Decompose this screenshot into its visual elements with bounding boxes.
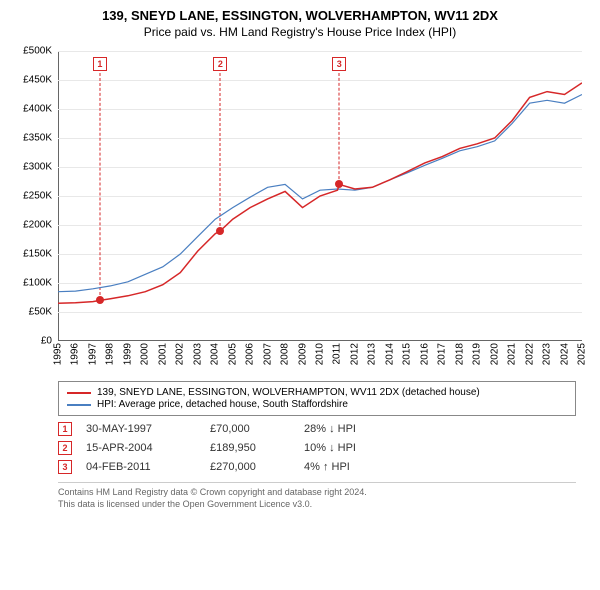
x-tick-label: 2015 — [402, 343, 413, 365]
event-price: £189,950 — [210, 442, 290, 454]
y-tick-label: £50K — [29, 307, 52, 318]
x-tick-label: 2023 — [542, 343, 553, 365]
y-tick-label: £150K — [23, 249, 52, 260]
event-price: £270,000 — [210, 461, 290, 473]
line-series-svg — [58, 51, 582, 341]
event-row: 2 15-APR-2004 £189,950 10% ↓ HPI — [58, 441, 576, 455]
marker-dot-1 — [96, 296, 104, 304]
x-tick-label: 2018 — [454, 343, 465, 365]
event-date: 04-FEB-2011 — [86, 461, 196, 473]
x-tick-label: 2020 — [489, 343, 500, 365]
event-row: 3 04-FEB-2011 £270,000 4% ↑ HPI — [58, 460, 576, 474]
marker-box-2: 2 — [213, 57, 227, 71]
x-tick-label: 2013 — [367, 343, 378, 365]
series-line-property_price — [58, 83, 582, 303]
legend: 139, SNEYD LANE, ESSINGTON, WOLVERHAMPTO… — [58, 381, 576, 416]
y-tick-label: £350K — [23, 133, 52, 144]
footer-line2: This data is licensed under the Open Gov… — [58, 499, 576, 511]
legend-row-hpi: HPI: Average price, detached house, Sout… — [67, 399, 567, 410]
x-tick-label: 2017 — [437, 343, 448, 365]
y-axis: £0£50K£100K£150K£200K£250K£300K£350K£400… — [12, 51, 56, 341]
footer-note: Contains HM Land Registry data © Crown c… — [58, 482, 576, 510]
x-tick-label: 2024 — [559, 343, 570, 365]
legend-swatch-hpi — [67, 404, 91, 406]
event-marker-box: 1 — [58, 422, 72, 436]
y-tick-label: £400K — [23, 104, 52, 115]
footer-line1: Contains HM Land Registry data © Crown c… — [58, 487, 576, 499]
title-block: 139, SNEYD LANE, ESSINGTON, WOLVERHAMPTO… — [12, 8, 588, 39]
event-price: £70,000 — [210, 423, 290, 435]
x-tick-label: 1998 — [105, 343, 116, 365]
event-marker-box: 3 — [58, 460, 72, 474]
event-diff: 10% ↓ HPI — [304, 442, 394, 454]
x-tick-label: 2003 — [192, 343, 203, 365]
x-tick-label: 2010 — [315, 343, 326, 365]
y-tick-label: £450K — [23, 75, 52, 86]
x-tick-label: 2025 — [577, 343, 588, 365]
chart: £0 £50K £100K £150K £200K £250K £300K £350K £400… — [12, 45, 588, 375]
event-diff: 28% ↓ HPI — [304, 423, 394, 435]
x-tick-label: 2002 — [175, 343, 186, 365]
x-tick-label: 2001 — [157, 343, 168, 365]
y-tick-label: £300K — [23, 162, 52, 173]
event-date: 15-APR-2004 — [86, 442, 196, 454]
y-tick-label: £0 — [41, 336, 52, 347]
y-tick-label: £500K — [23, 46, 52, 57]
plot-area: 1 2 3 — [58, 51, 582, 341]
y-tick-label: £250K — [23, 191, 52, 202]
title-line2: Price paid vs. HM Land Registry's House … — [12, 25, 588, 39]
legend-swatch-property — [67, 392, 91, 394]
event-diff: 4% ↑ HPI — [304, 461, 394, 473]
x-tick-label: 2006 — [245, 343, 256, 365]
x-tick-label: 1997 — [87, 343, 98, 365]
x-tick-label: 2019 — [472, 343, 483, 365]
x-tick-label: 2021 — [507, 343, 518, 365]
x-axis: 1995199619971998199920002001200220032004… — [58, 343, 582, 375]
legend-label-property: 139, SNEYD LANE, ESSINGTON, WOLVERHAMPTO… — [97, 387, 480, 398]
x-tick-label: 2014 — [384, 343, 395, 365]
event-row: 1 30-MAY-1997 £70,000 28% ↓ HPI — [58, 422, 576, 436]
marker-box-3: 3 — [332, 57, 346, 71]
marker-box-1: 1 — [93, 57, 107, 71]
x-tick-label: 1996 — [70, 343, 81, 365]
x-tick-label: 2004 — [210, 343, 221, 365]
x-tick-label: 2022 — [524, 343, 535, 365]
marker-dot-3 — [335, 180, 343, 188]
event-marker-box: 2 — [58, 441, 72, 455]
x-tick-label: 2008 — [280, 343, 291, 365]
y-tick-label: £100K — [23, 278, 52, 289]
x-tick-label: 2012 — [349, 343, 360, 365]
x-tick-label: 1995 — [53, 343, 64, 365]
x-tick-label: 2007 — [262, 343, 273, 365]
series-line-hpi — [58, 95, 582, 292]
legend-row-property: 139, SNEYD LANE, ESSINGTON, WOLVERHAMPTO… — [67, 387, 567, 398]
chart-container: 139, SNEYD LANE, ESSINGTON, WOLVERHAMPTO… — [0, 0, 600, 590]
events-table: 1 30-MAY-1997 £70,000 28% ↓ HPI 2 15-APR-2004… — [58, 422, 576, 474]
marker-dot-2 — [216, 227, 224, 235]
x-tick-label: 2016 — [419, 343, 430, 365]
y-tick-label: £200K — [23, 220, 52, 231]
event-date: 30-MAY-1997 — [86, 423, 196, 435]
x-tick-label: 2005 — [227, 343, 238, 365]
x-tick-label: 2011 — [332, 343, 343, 365]
x-tick-label: 2009 — [297, 343, 308, 365]
x-tick-label: 1999 — [122, 343, 133, 365]
x-tick-label: 2000 — [140, 343, 151, 365]
title-line1: 139, SNEYD LANE, ESSINGTON, WOLVERHAMPTO… — [12, 8, 588, 23]
legend-label-hpi: HPI: Average price, detached house, Sout… — [97, 399, 348, 410]
